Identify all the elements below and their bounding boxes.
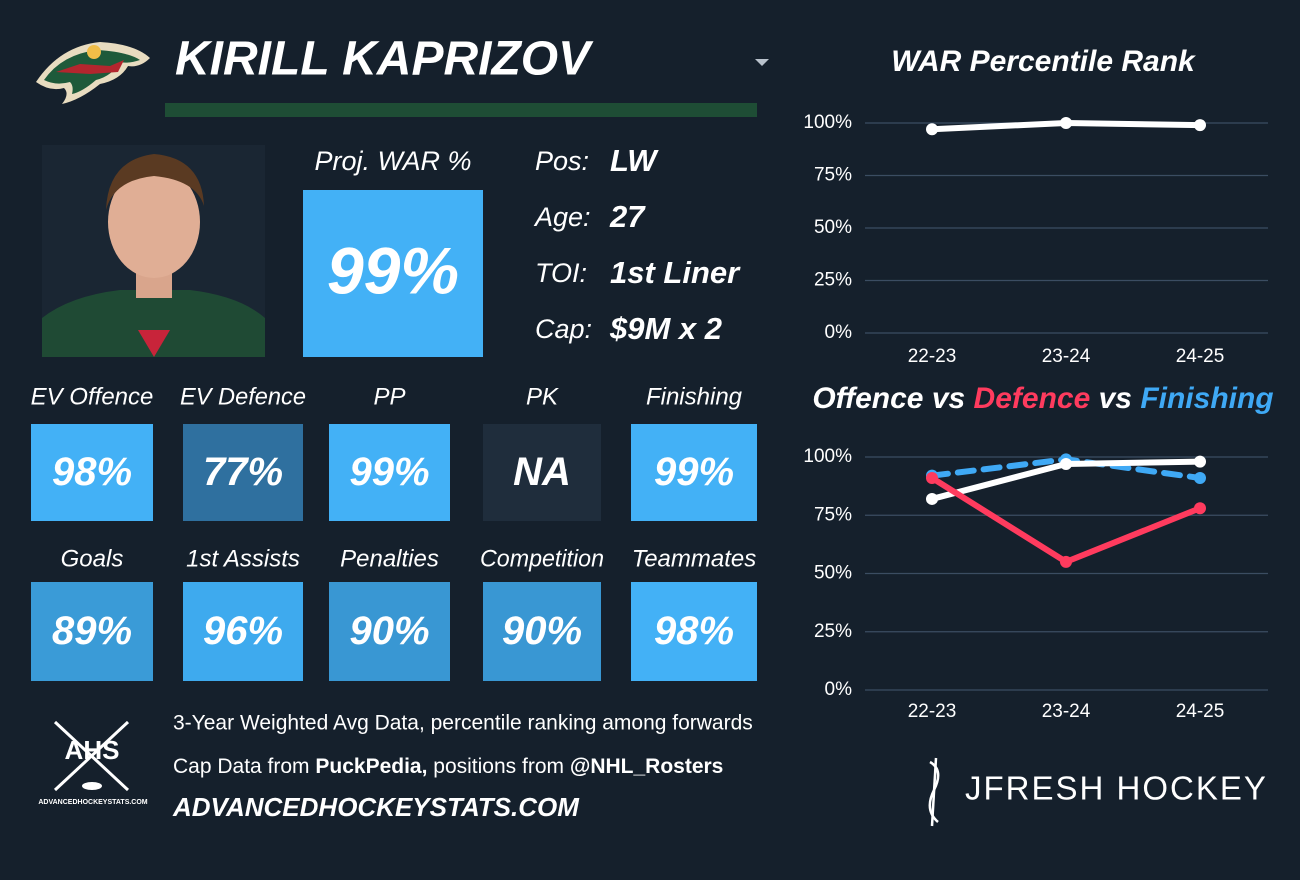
tile — [483, 582, 601, 681]
ahs-logo — [53, 720, 130, 792]
tile-label: Goals — [61, 545, 124, 572]
tile-label: PK — [526, 383, 559, 410]
y-tick-label: 75% — [814, 504, 852, 525]
x-tick-label: 24-25 — [1176, 701, 1225, 722]
info-label: Pos: — [535, 146, 589, 176]
data-point — [1194, 455, 1206, 468]
footer-credit-part: @NHL_Rosters — [570, 755, 724, 778]
chart-title: WAR Percentile Rank — [891, 45, 1196, 78]
chart-title-part: Finishing — [1140, 382, 1273, 415]
tile-label: Teammates — [632, 545, 757, 572]
chart-title-part: vs — [924, 382, 974, 415]
tile — [31, 424, 153, 521]
tile — [631, 424, 757, 521]
x-tick-label: 22-23 — [908, 701, 957, 722]
y-tick-label: 0% — [825, 679, 853, 700]
data-point — [926, 471, 938, 484]
footer-credit-part: positions from — [427, 755, 569, 778]
y-tick-label: 50% — [814, 217, 852, 238]
info-label: Age: — [533, 202, 591, 232]
tile-label: 1st Assists — [186, 545, 300, 572]
tile — [329, 424, 450, 521]
tile-value: 77% — [203, 450, 283, 494]
x-tick-label: 22-23 — [908, 346, 957, 367]
tile-value: 90% — [349, 609, 429, 653]
info-value: 1st Liner — [610, 255, 741, 290]
ahs-logo-title: AHS — [65, 735, 120, 765]
tile-value: NA — [513, 450, 571, 494]
brand-name: JFRESH HOCKEY — [965, 770, 1268, 807]
footer-credit-part: PuckPedia, — [315, 755, 427, 778]
player-photo — [42, 145, 265, 357]
data-point — [1060, 555, 1072, 568]
tile — [183, 424, 303, 521]
tile-value: 90% — [502, 609, 582, 653]
data-point — [1060, 457, 1072, 470]
footer-credits: Cap Data from PuckPedia, positions from … — [173, 755, 723, 778]
chart-title-part: WAR Percentile Rank — [891, 45, 1196, 78]
chart-title: Offence vs Defence vs Finishing — [812, 382, 1273, 415]
tile-label: PP — [373, 383, 405, 410]
tile-value: 96% — [203, 609, 283, 653]
data-point — [1060, 117, 1072, 129]
tile-value: 89% — [52, 609, 132, 653]
ahs-logo-caption: ADVANCEDHOCKEYSTATS.COM — [38, 799, 147, 806]
info-value: LW — [610, 143, 659, 178]
chart-title-part: Offence — [812, 382, 923, 415]
tile — [183, 582, 303, 681]
data-point — [1194, 119, 1206, 132]
tile-value: 98% — [654, 609, 734, 653]
tile — [31, 582, 153, 681]
x-tick-label: 23-24 — [1042, 701, 1091, 722]
chart-title-part: Defence — [974, 382, 1091, 415]
y-tick-label: 100% — [803, 446, 852, 467]
footer-credit-part: Cap Data from — [173, 755, 315, 778]
tile-label: EV Offence — [31, 383, 154, 410]
info-label: TOI: — [535, 258, 587, 288]
data-point — [1194, 502, 1206, 515]
y-tick-label: 25% — [814, 621, 852, 642]
x-tick-label: 23-24 — [1042, 346, 1091, 367]
tile-value: 99% — [654, 450, 734, 494]
data-point — [926, 123, 938, 136]
info-value: $9M x 2 — [609, 311, 722, 346]
footer-site[interactable]: ADVANCEDHOCKEYSTATS.COM — [172, 792, 580, 822]
data-point — [926, 492, 938, 505]
projection-box — [303, 190, 483, 357]
projection-value: 99% — [327, 233, 459, 307]
name-underline — [165, 103, 757, 117]
footer-note: 3-Year Weighted Avg Data, percentile ran… — [173, 712, 753, 735]
tile — [483, 424, 601, 521]
projection-label: Proj. WAR % — [314, 146, 471, 176]
x-tick-label: 24-25 — [1176, 346, 1225, 367]
chart-title-part: vs — [1090, 382, 1140, 415]
info-label: Cap: — [535, 314, 592, 344]
dropdown-arrow[interactable] — [755, 59, 769, 66]
tile — [329, 582, 450, 681]
y-tick-label: 0% — [825, 322, 853, 343]
tile — [631, 582, 757, 681]
team-logo — [36, 42, 150, 104]
data-point — [1194, 471, 1206, 484]
tile-value: 99% — [349, 450, 429, 494]
tile-value: 98% — [52, 450, 132, 494]
tile-label: Finishing — [646, 383, 743, 410]
brand-mark — [928, 757, 940, 827]
tile-label: Competition — [480, 545, 604, 572]
y-tick-label: 75% — [814, 165, 852, 186]
y-tick-label: 25% — [814, 270, 852, 291]
info-value: 27 — [609, 199, 646, 234]
tile-label: Penalties — [340, 545, 439, 572]
tile-label: EV Defence — [180, 383, 306, 410]
y-tick-label: 50% — [814, 563, 852, 584]
player-name: KIRILL KAPRIZOV — [175, 33, 594, 86]
y-tick-label: 100% — [803, 112, 852, 133]
